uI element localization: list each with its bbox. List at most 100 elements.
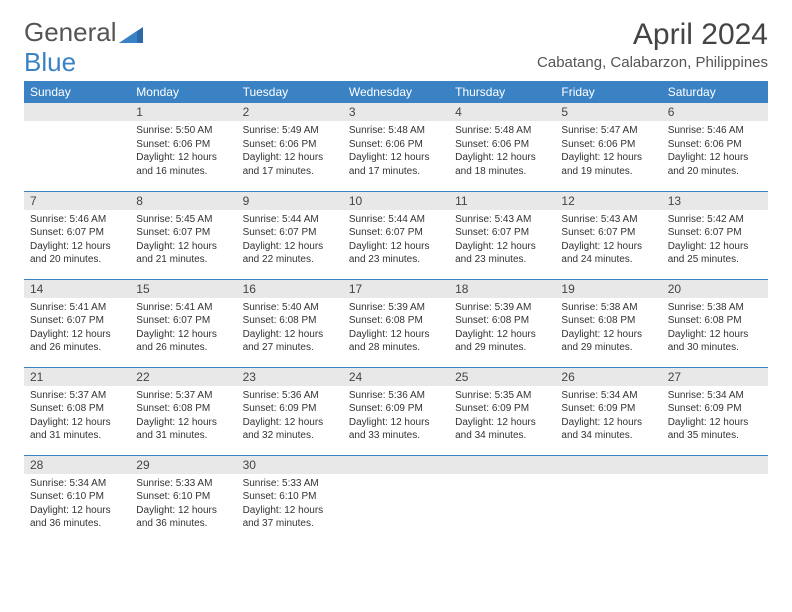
daylight-text: Daylight: 12 hours and 26 minutes. (136, 328, 230, 355)
daylight-text: Daylight: 12 hours and 30 minutes. (668, 328, 762, 355)
sunset-text: Sunset: 6:09 PM (668, 402, 762, 416)
sunrise-text: Sunrise: 5:45 AM (136, 213, 230, 227)
day-number: 21 (24, 368, 130, 386)
calendar-day-cell (449, 455, 555, 543)
daylight-text: Daylight: 12 hours and 20 minutes. (668, 151, 762, 178)
sunset-text: Sunset: 6:06 PM (136, 138, 230, 152)
sunrise-text: Sunrise: 5:33 AM (136, 477, 230, 491)
day-details: Sunrise: 5:39 AMSunset: 6:08 PMDaylight:… (449, 298, 555, 359)
daylight-text: Daylight: 12 hours and 20 minutes. (30, 240, 124, 267)
daylight-text: Daylight: 12 hours and 29 minutes. (561, 328, 655, 355)
brand-part1: General (24, 17, 117, 47)
sunrise-text: Sunrise: 5:41 AM (30, 301, 124, 315)
calendar-day-cell: 28Sunrise: 5:34 AMSunset: 6:10 PMDayligh… (24, 455, 130, 543)
sunrise-text: Sunrise: 5:33 AM (243, 477, 337, 491)
calendar-day-cell: 20Sunrise: 5:38 AMSunset: 6:08 PMDayligh… (662, 279, 768, 367)
sunset-text: Sunset: 6:07 PM (136, 314, 230, 328)
day-number: 19 (555, 280, 661, 298)
sunrise-text: Sunrise: 5:47 AM (561, 124, 655, 138)
day-details: Sunrise: 5:35 AMSunset: 6:09 PMDaylight:… (449, 386, 555, 447)
weekday-header: Thursday (449, 81, 555, 103)
day-number (449, 456, 555, 474)
calendar-day-cell (555, 455, 661, 543)
day-details: Sunrise: 5:48 AMSunset: 6:06 PMDaylight:… (449, 121, 555, 182)
day-number: 14 (24, 280, 130, 298)
daylight-text: Daylight: 12 hours and 22 minutes. (243, 240, 337, 267)
day-number: 5 (555, 103, 661, 121)
calendar-week-row: 14Sunrise: 5:41 AMSunset: 6:07 PMDayligh… (24, 279, 768, 367)
sunset-text: Sunset: 6:08 PM (243, 314, 337, 328)
calendar-day-cell (662, 455, 768, 543)
calendar-day-cell: 22Sunrise: 5:37 AMSunset: 6:08 PMDayligh… (130, 367, 236, 455)
calendar-day-cell: 29Sunrise: 5:33 AMSunset: 6:10 PMDayligh… (130, 455, 236, 543)
weekday-header: Sunday (24, 81, 130, 103)
sunset-text: Sunset: 6:09 PM (561, 402, 655, 416)
calendar-day-cell: 27Sunrise: 5:34 AMSunset: 6:09 PMDayligh… (662, 367, 768, 455)
calendar-day-cell: 16Sunrise: 5:40 AMSunset: 6:08 PMDayligh… (237, 279, 343, 367)
calendar-table: Sunday Monday Tuesday Wednesday Thursday… (24, 81, 768, 543)
day-number (555, 456, 661, 474)
day-details: Sunrise: 5:36 AMSunset: 6:09 PMDaylight:… (237, 386, 343, 447)
sunset-text: Sunset: 6:07 PM (349, 226, 443, 240)
calendar-day-cell: 2Sunrise: 5:49 AMSunset: 6:06 PMDaylight… (237, 103, 343, 191)
day-details: Sunrise: 5:45 AMSunset: 6:07 PMDaylight:… (130, 210, 236, 271)
day-details: Sunrise: 5:44 AMSunset: 6:07 PMDaylight:… (237, 210, 343, 271)
calendar-day-cell: 30Sunrise: 5:33 AMSunset: 6:10 PMDayligh… (237, 455, 343, 543)
sunset-text: Sunset: 6:07 PM (243, 226, 337, 240)
day-details: Sunrise: 5:41 AMSunset: 6:07 PMDaylight:… (24, 298, 130, 359)
sunset-text: Sunset: 6:07 PM (30, 314, 124, 328)
sunset-text: Sunset: 6:07 PM (136, 226, 230, 240)
day-number: 28 (24, 456, 130, 474)
day-number: 11 (449, 192, 555, 210)
sunrise-text: Sunrise: 5:44 AM (243, 213, 337, 227)
day-number: 6 (662, 103, 768, 121)
calendar-day-cell: 18Sunrise: 5:39 AMSunset: 6:08 PMDayligh… (449, 279, 555, 367)
calendar-day-cell: 12Sunrise: 5:43 AMSunset: 6:07 PMDayligh… (555, 191, 661, 279)
sunrise-text: Sunrise: 5:44 AM (349, 213, 443, 227)
sunrise-text: Sunrise: 5:46 AM (668, 124, 762, 138)
day-number (343, 456, 449, 474)
day-details: Sunrise: 5:49 AMSunset: 6:06 PMDaylight:… (237, 121, 343, 182)
day-details: Sunrise: 5:50 AMSunset: 6:06 PMDaylight:… (130, 121, 236, 182)
calendar-day-cell: 9Sunrise: 5:44 AMSunset: 6:07 PMDaylight… (237, 191, 343, 279)
day-details: Sunrise: 5:47 AMSunset: 6:06 PMDaylight:… (555, 121, 661, 182)
brand-logo: General Blue (24, 18, 143, 77)
day-number: 22 (130, 368, 236, 386)
day-details: Sunrise: 5:34 AMSunset: 6:10 PMDaylight:… (24, 474, 130, 535)
day-number: 30 (237, 456, 343, 474)
calendar-day-cell: 14Sunrise: 5:41 AMSunset: 6:07 PMDayligh… (24, 279, 130, 367)
calendar-day-cell: 24Sunrise: 5:36 AMSunset: 6:09 PMDayligh… (343, 367, 449, 455)
title-block: April 2024 Cabatang, Calabarzon, Philipp… (537, 18, 768, 77)
day-number: 1 (130, 103, 236, 121)
sunset-text: Sunset: 6:06 PM (668, 138, 762, 152)
calendar-day-cell: 3Sunrise: 5:48 AMSunset: 6:06 PMDaylight… (343, 103, 449, 191)
sunrise-text: Sunrise: 5:34 AM (668, 389, 762, 403)
sunrise-text: Sunrise: 5:36 AM (349, 389, 443, 403)
day-number: 15 (130, 280, 236, 298)
daylight-text: Daylight: 12 hours and 25 minutes. (668, 240, 762, 267)
day-details: Sunrise: 5:34 AMSunset: 6:09 PMDaylight:… (662, 386, 768, 447)
daylight-text: Daylight: 12 hours and 36 minutes. (30, 504, 124, 531)
calendar-day-cell: 1Sunrise: 5:50 AMSunset: 6:06 PMDaylight… (130, 103, 236, 191)
day-details: Sunrise: 5:43 AMSunset: 6:07 PMDaylight:… (449, 210, 555, 271)
sunrise-text: Sunrise: 5:43 AM (561, 213, 655, 227)
daylight-text: Daylight: 12 hours and 35 minutes. (668, 416, 762, 443)
sunset-text: Sunset: 6:07 PM (455, 226, 549, 240)
sunrise-text: Sunrise: 5:50 AM (136, 124, 230, 138)
weekday-header-row: Sunday Monday Tuesday Wednesday Thursday… (24, 81, 768, 103)
sunrise-text: Sunrise: 5:34 AM (561, 389, 655, 403)
calendar-day-cell (343, 455, 449, 543)
sunset-text: Sunset: 6:06 PM (455, 138, 549, 152)
weekday-header: Wednesday (343, 81, 449, 103)
sunset-text: Sunset: 6:08 PM (455, 314, 549, 328)
daylight-text: Daylight: 12 hours and 17 minutes. (349, 151, 443, 178)
day-number: 26 (555, 368, 661, 386)
calendar-day-cell: 19Sunrise: 5:38 AMSunset: 6:08 PMDayligh… (555, 279, 661, 367)
day-number: 9 (237, 192, 343, 210)
sunrise-text: Sunrise: 5:46 AM (30, 213, 124, 227)
calendar-day-cell: 21Sunrise: 5:37 AMSunset: 6:08 PMDayligh… (24, 367, 130, 455)
day-number: 12 (555, 192, 661, 210)
day-number: 24 (343, 368, 449, 386)
brand-part2: Blue (24, 47, 76, 77)
sunset-text: Sunset: 6:06 PM (561, 138, 655, 152)
